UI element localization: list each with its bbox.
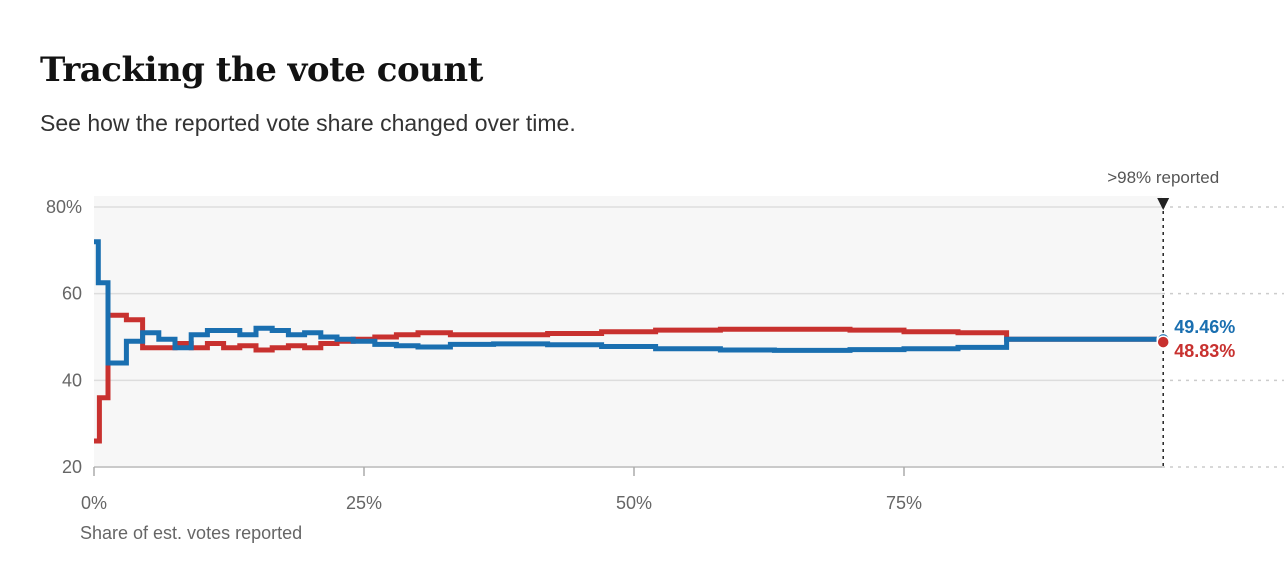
x-tick-label: 0%: [81, 493, 107, 513]
y-tick-label: 20: [62, 457, 82, 477]
x-axis-ticks: 0% 25% 50% 75%: [81, 467, 922, 513]
series-line-1: [94, 239, 1166, 366]
y-tick-label: 40: [62, 370, 82, 390]
grid-lines: [94, 206, 1284, 468]
end-labels: 49.46% 48.83%: [1156, 317, 1235, 361]
x-tick-label: 50%: [616, 493, 652, 513]
chart-subtitle: See how the reported vote share changed …: [40, 110, 576, 136]
series-end-dot-0: [1156, 335, 1170, 349]
y-axis-ticks: 80% 60 40 20: [46, 197, 82, 477]
y-tick-label: 80%: [46, 197, 82, 217]
series-lines: [94, 239, 1166, 444]
x-tick-label: 25%: [346, 493, 382, 513]
reported-marker-arrow: [1157, 198, 1170, 210]
chart-title: Tracking the vote count: [40, 50, 483, 90]
y-tick-label: 60: [62, 284, 82, 304]
x-axis-label: Share of est. votes reported: [80, 523, 302, 543]
reported-annotation-label: >98% reported: [1107, 168, 1219, 187]
x-tick-label: 75%: [886, 493, 922, 513]
series-end-label-1: 49.46%: [1174, 317, 1235, 337]
series-end-label-0: 48.83%: [1174, 341, 1235, 361]
